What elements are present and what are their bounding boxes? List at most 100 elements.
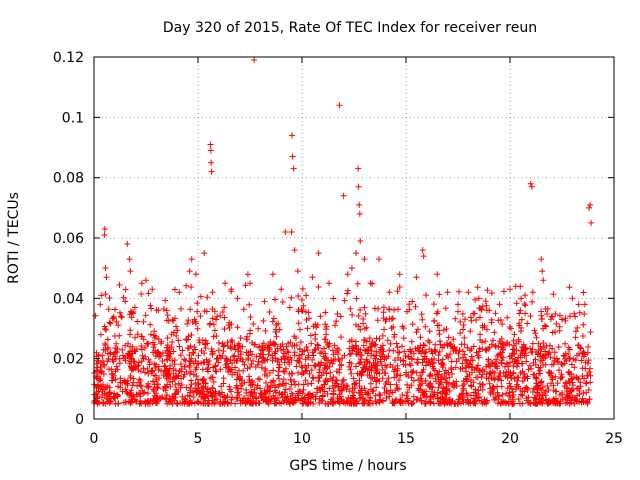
data-point [506,323,513,330]
data-point-outlier [176,289,183,296]
data-point [421,342,428,349]
data-point [207,320,214,327]
data-point [269,352,276,359]
data-point [217,366,224,373]
data-point [566,368,573,375]
data-point [428,348,435,355]
data-point [550,361,557,368]
data-point [170,366,177,373]
data-point [106,366,113,373]
data-point [575,376,582,383]
data-point [377,346,384,353]
data-point [126,311,133,318]
data-point [272,384,279,391]
data-point [102,340,109,347]
data-point [122,286,129,293]
data-point [109,356,116,363]
data-point [175,372,182,379]
data-point [452,315,459,322]
data-point [566,355,573,362]
data-point [374,317,381,324]
data-point-outlier [587,201,594,208]
data-point [359,400,366,407]
data-point [547,354,554,361]
data-point [479,400,486,407]
data-point [244,365,251,372]
data-point [522,350,529,357]
data-point [494,383,501,390]
data-point [362,310,369,317]
data-point-outlier [517,307,524,314]
data-point [400,357,407,364]
data-point-outlier [367,280,374,287]
data-point [349,395,356,402]
data-point [356,383,363,390]
data-point-outlier [244,271,251,278]
data-point [173,323,180,330]
data-point [415,385,422,392]
data-point [291,397,298,404]
data-point [286,385,293,392]
data-point [164,342,171,349]
data-point [330,295,337,302]
data-point-outlier [357,238,364,245]
data-point [247,313,254,320]
data-point [474,352,481,359]
data-point [184,320,191,327]
data-point [572,313,579,320]
data-point [270,378,277,385]
data-point [270,367,277,374]
data-point [527,362,534,369]
data-point [472,386,479,393]
data-point [458,391,465,398]
data-point [142,399,149,406]
data-point [393,340,400,347]
data-point [366,372,373,379]
data-point [409,298,416,305]
data-point [305,362,312,369]
data-point [476,348,483,355]
data-point [156,375,163,382]
data-point [446,387,453,394]
data-point [452,400,459,407]
data-point [219,340,226,347]
data-point [431,317,438,324]
data-point [510,398,517,405]
data-point [382,318,389,325]
data-point [477,383,484,390]
data-point [545,400,552,407]
data-point [498,360,505,367]
data-point [274,395,281,402]
data-point [244,336,251,343]
data-point [283,365,290,372]
data-point [213,332,220,339]
data-point [421,390,428,397]
data-point [463,390,470,397]
data-point [186,400,193,407]
data-point [345,394,352,401]
data-point [211,327,218,334]
data-point [334,345,341,352]
data-point [377,356,384,363]
data-point [499,391,506,398]
data-point [546,399,553,406]
data-point [170,348,177,355]
data-point [310,375,317,382]
data-point-outlier [475,295,482,302]
data-point [511,342,518,349]
data-point [245,349,252,356]
data-point [319,397,326,404]
data-point-outlier [234,295,241,302]
data-point [357,359,364,366]
data-point [422,377,429,384]
data-point [210,364,217,371]
data-point [523,384,530,391]
data-point [304,346,311,353]
data-point [322,336,329,343]
data-point [492,342,499,349]
data-point [299,308,306,315]
data-point-outlier [291,247,298,254]
data-point [465,363,472,370]
data-point [93,390,100,397]
data-point [457,366,464,373]
